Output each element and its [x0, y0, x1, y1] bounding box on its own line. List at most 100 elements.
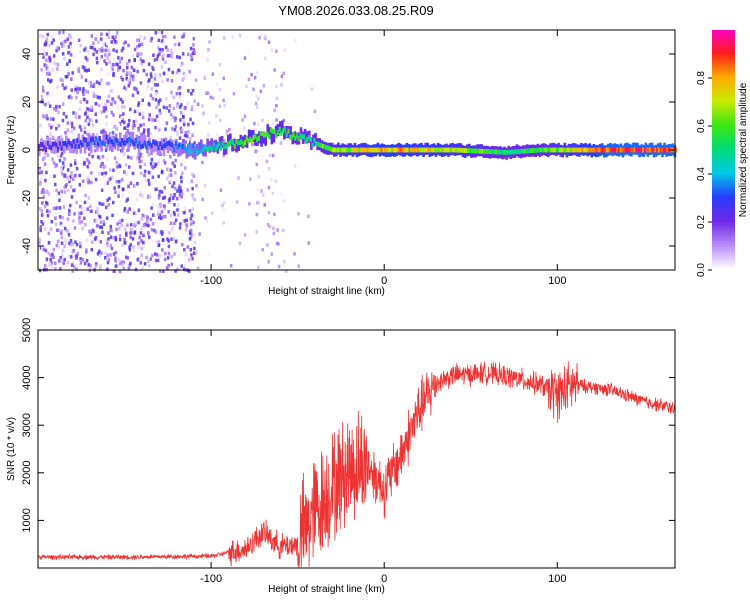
noise-cell [124, 87, 128, 91]
noise-cell [42, 55, 45, 59]
trace-core [455, 147, 458, 153]
trace-core [188, 149, 191, 155]
noise-cell [71, 261, 75, 265]
trace-core [500, 149, 503, 155]
noise-cell [51, 67, 54, 72]
noise-cell [192, 233, 195, 238]
noise-cell [45, 170, 48, 175]
noise-cell [151, 202, 154, 207]
noise-cell [69, 53, 73, 57]
noise-cell [44, 178, 47, 183]
trace-core [294, 135, 297, 141]
noise-cell [63, 257, 66, 262]
noise-cell [138, 112, 142, 116]
noise-cell [160, 254, 163, 258]
trace-core [351, 147, 354, 153]
trace-core [403, 147, 406, 153]
noise-cell [275, 118, 278, 122]
trace-core [202, 147, 205, 152]
noise-cell [67, 72, 70, 76]
noise-cell [70, 249, 74, 253]
noise-cell [270, 215, 273, 219]
noise-cell [115, 210, 119, 215]
noise-cell [261, 248, 264, 252]
trace-core [245, 136, 248, 141]
noise-cell [73, 212, 76, 216]
noise-cell [248, 202, 251, 206]
trace-core [91, 136, 94, 142]
trace-core [408, 147, 411, 153]
trace-core [399, 147, 402, 153]
noise-cell [254, 101, 258, 106]
noise-cell [157, 160, 160, 164]
noise-cell [188, 237, 192, 241]
noise-cell [48, 57, 52, 62]
x-tick-label: 100 [548, 573, 566, 585]
trace-core [169, 141, 172, 147]
trace-core [477, 148, 480, 154]
noise-cell [102, 219, 105, 224]
noise-cell [260, 189, 263, 193]
noise-cell [116, 263, 119, 268]
noise-cell [173, 43, 177, 47]
noise-cell [202, 111, 205, 116]
noise-cell [130, 65, 134, 70]
noise-cell [125, 172, 128, 176]
noise-cell [173, 193, 177, 198]
trace-core [268, 134, 271, 140]
noise-cell [187, 130, 190, 134]
noise-cell [40, 68, 43, 72]
noise-cell [154, 73, 157, 77]
noise-cell [118, 219, 122, 223]
trace-core [643, 147, 646, 153]
noise-cell [72, 177, 75, 181]
noise-cell [177, 42, 181, 47]
noise-cell [66, 37, 70, 41]
noise-cell [188, 269, 191, 273]
trace-core [527, 148, 531, 154]
x-axis-label: Height of straight line (km) [268, 584, 385, 595]
noise-cell [170, 262, 174, 267]
trace-core [605, 147, 608, 153]
noise-cell [267, 223, 270, 227]
noise-cell [171, 227, 174, 232]
colorbar-segment [712, 45, 735, 49]
noise-cell [84, 111, 88, 115]
x-tick-label: -100 [200, 275, 222, 287]
noise-cell [42, 195, 46, 199]
colorbar-segment [712, 207, 735, 211]
noise-cell [156, 205, 160, 209]
noise-cell [89, 233, 92, 237]
noise-cell [243, 126, 246, 130]
noise-cell [103, 184, 107, 188]
noise-cell [88, 118, 92, 122]
noise-cell [178, 226, 182, 230]
trace-core [372, 147, 375, 153]
noise-cell [180, 195, 183, 199]
noise-cell [125, 255, 128, 259]
noise-cell [130, 178, 134, 182]
trace-core [555, 147, 558, 153]
noise-cell [60, 151, 64, 156]
noise-cell [191, 256, 194, 261]
y-axis-label: SNR (10 * v/v) [6, 417, 17, 481]
trace-core [134, 138, 138, 143]
noise-cell [71, 124, 74, 129]
noise-cell [169, 168, 172, 172]
noise-cell [152, 53, 155, 57]
noise-cell [86, 115, 89, 120]
trace-halo [247, 129, 251, 142]
noise-cell [170, 48, 173, 53]
noise-cell [126, 129, 129, 133]
colorbar-segment [712, 216, 735, 220]
noise-cell [54, 216, 57, 220]
noise-cell [123, 206, 127, 211]
noise-cell [54, 222, 58, 226]
noise-cell [161, 230, 165, 234]
noise-cell [54, 108, 58, 112]
noise-cell [187, 52, 190, 57]
noise-cell [115, 227, 118, 232]
noise-cell [58, 198, 61, 203]
noise-cell [63, 237, 67, 242]
